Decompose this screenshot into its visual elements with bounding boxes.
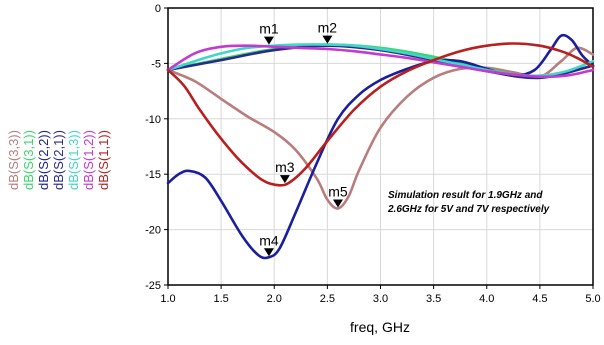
marker-triangle-m3	[279, 175, 290, 184]
y-tick-label-0: 0	[155, 3, 161, 15]
series-line-6	[166, 42, 595, 187]
annotation-line-2: 2.6GHz for 5V and 7V respectively	[387, 204, 550, 215]
legend-entry-3: dB(S(2,1))	[51, 130, 66, 190]
marker-label-m4: m4	[259, 232, 279, 248]
y-tick-label-5: -25	[145, 280, 161, 292]
marker-label-m1: m1	[259, 21, 279, 37]
x-tick-label-2: 2.0	[267, 293, 282, 305]
legend: dB(S(3,3)) dB(S(3,1)) dB(S(2,2)) dB(S(2,1))…	[6, 130, 111, 190]
marker-label-m3: m3	[275, 159, 295, 175]
marker-triangle-m2	[322, 35, 333, 44]
x-tick-label-1: 1.5	[213, 293, 228, 305]
legend-entry-4: dB(S(1,3))	[66, 130, 81, 190]
x-tick-label-7: 4.5	[532, 293, 547, 305]
x-axis-ticks: 1.0 1.5 2.0 2.5 3.0 3.5 4.0 4.5 5.0	[160, 285, 601, 305]
x-tick-label-5: 3.5	[426, 293, 441, 305]
legend-entry-0: dB(S(3,3))	[6, 130, 21, 190]
x-tick-label-0: 1.0	[160, 293, 175, 305]
y-tick-label-1: -5	[151, 58, 161, 70]
x-tick-label-4: 3.0	[373, 293, 388, 305]
grid	[167, 7, 594, 286]
x-axis-label: freq, GHz	[350, 319, 410, 335]
series-lines	[166, 33, 595, 260]
legend-entry-1: dB(S(3,1))	[21, 130, 36, 190]
marker-label-m5: m5	[328, 184, 348, 200]
marker-triangle-m4	[263, 248, 274, 257]
x-tick-label-6: 4.0	[479, 293, 494, 305]
x-tick-label-8: 5.0	[585, 293, 600, 305]
marker-triangle-m5	[333, 199, 343, 208]
marker-triangle-m1	[263, 36, 274, 45]
legend-entry-6: dB(S(1,1))	[96, 130, 111, 190]
y-axis-ticks: 0 -5 -10 -15 -20 -25	[145, 3, 168, 292]
series-line-2	[166, 33, 595, 260]
markers: m1 m2 m3 m4 m5	[259, 20, 348, 257]
x-tick-label-3: 2.5	[320, 293, 335, 305]
legend-entry-2: dB(S(2,2))	[36, 130, 51, 190]
annotation-line-1: Simulation result for 1.9GHz and	[388, 190, 543, 201]
series-line-5	[166, 44, 595, 79]
marker-label-m2: m2	[318, 20, 338, 36]
y-tick-label-4: -20	[145, 225, 161, 237]
legend-entry-5: dB(S(1,2))	[81, 130, 96, 190]
y-tick-label-3: -15	[145, 169, 161, 181]
y-tick-label-2: -10	[145, 114, 161, 126]
